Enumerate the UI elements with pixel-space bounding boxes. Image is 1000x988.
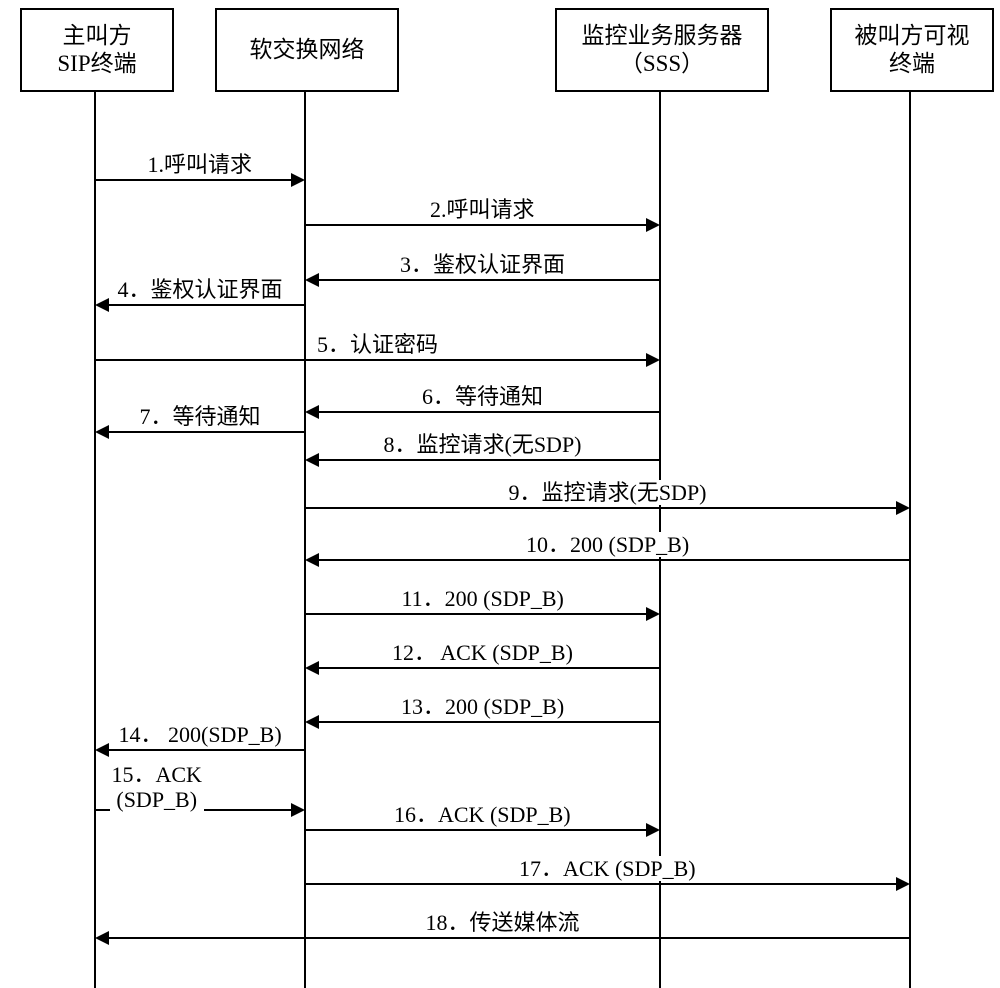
message-arrow-7	[108, 431, 305, 433]
message-label-1: 1.呼叫请求	[146, 152, 255, 177]
arrow-head-14	[95, 743, 109, 757]
message-arrow-6	[318, 411, 660, 413]
participant-sss: 监控业务服务器 （SSS）	[555, 8, 769, 92]
arrow-head-5	[646, 353, 660, 367]
message-label-5: 5．认证密码	[315, 332, 440, 357]
message-arrow-17	[305, 883, 897, 885]
arrow-head-7	[95, 425, 109, 439]
message-arrow-10	[318, 559, 910, 561]
message-label-14: 14． 200(SDP_B)	[117, 722, 284, 747]
arrow-head-9	[896, 501, 910, 515]
message-label-7: 7．等待通知	[138, 404, 263, 429]
arrow-head-10	[305, 553, 319, 567]
message-label-11: 11．200 (SDP_B)	[400, 586, 566, 611]
arrow-head-1	[291, 173, 305, 187]
message-arrow-5	[95, 359, 647, 361]
participant-callee: 被叫方可视 终端	[830, 8, 994, 92]
arrow-head-16	[646, 823, 660, 837]
message-label-9: 9．监控请求(无SDP)	[507, 480, 709, 505]
arrow-head-4	[95, 298, 109, 312]
message-label-2: 2.呼叫请求	[428, 197, 537, 222]
message-label-8: 8．监控请求(无SDP)	[382, 432, 584, 457]
message-label-17: 17．ACK (SDP_B)	[517, 856, 698, 881]
message-label-12: 12． ACK (SDP_B)	[390, 640, 575, 665]
arrow-head-3	[305, 273, 319, 287]
sequence-diagram: 主叫方 SIP终端软交换网络 监控业务服务器 （SSS） 被叫方可视 终端 1.呼叫请…	[0, 0, 1000, 988]
lifeline-callee	[909, 90, 911, 988]
arrow-head-13	[305, 715, 319, 729]
message-arrow-3	[318, 279, 660, 281]
message-label-4: 4．鉴权认证界面	[116, 277, 285, 302]
message-arrow-18	[108, 937, 910, 939]
message-label-10: 10．200 (SDP_B)	[524, 532, 691, 557]
arrow-head-15	[291, 803, 305, 817]
participant-softsw: 软交换网络	[215, 8, 399, 92]
message-label-16: 16．ACK (SDP_B)	[392, 802, 573, 827]
message-arrow-11	[305, 613, 647, 615]
message-label-18: 18．传送媒体流	[424, 910, 582, 935]
message-label-6: 6．等待通知	[420, 384, 545, 409]
message-arrow-13	[318, 721, 660, 723]
lifeline-caller	[94, 90, 96, 988]
message-label-13: 13．200 (SDP_B)	[399, 694, 566, 719]
message-arrow-1	[95, 179, 292, 181]
arrow-head-17	[896, 877, 910, 891]
arrow-head-12	[305, 661, 319, 675]
message-label-15: 15．ACK (SDP_B)	[110, 762, 204, 813]
arrow-head-18	[95, 931, 109, 945]
message-label-3: 3．鉴权认证界面	[398, 252, 567, 277]
message-arrow-16	[305, 829, 647, 831]
message-arrow-8	[318, 459, 660, 461]
arrow-head-6	[305, 405, 319, 419]
message-arrow-12	[318, 667, 660, 669]
arrow-head-11	[646, 607, 660, 621]
message-arrow-9	[305, 507, 897, 509]
arrow-head-2	[646, 218, 660, 232]
arrow-head-8	[305, 453, 319, 467]
message-arrow-14	[108, 749, 305, 751]
participant-caller: 主叫方 SIP终端	[20, 8, 174, 92]
message-arrow-4	[108, 304, 305, 306]
message-arrow-2	[305, 224, 647, 226]
